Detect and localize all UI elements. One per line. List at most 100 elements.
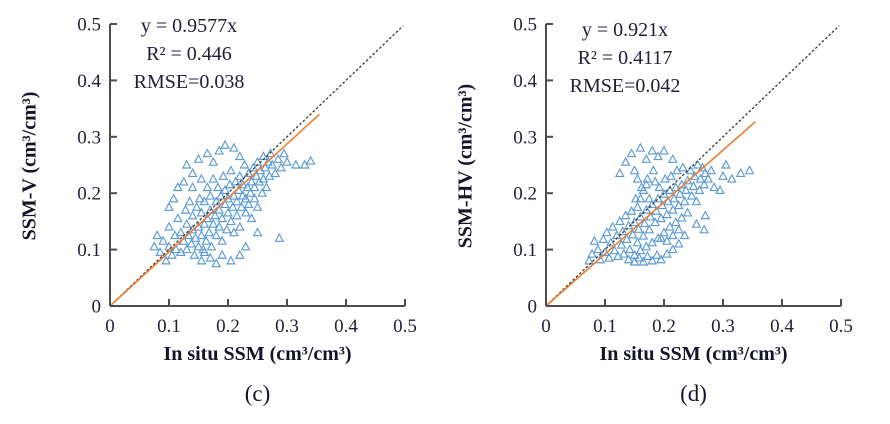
scatter-point [210,210,220,220]
scatter-point [211,258,222,268]
x-tick-label: 0.4 [334,316,358,337]
x-tick-label: 0.5 [829,316,853,337]
scatter-point [240,193,251,203]
y-tick-label: 0.5 [513,15,537,36]
scatter-point [692,159,703,169]
scatter-point [199,218,210,228]
scatter-point [218,170,229,180]
y-tick-label: 0.4 [77,71,101,92]
scatter-point [270,168,281,178]
scatter-point [629,217,640,227]
scatter-point [644,193,655,203]
scatter-point [644,224,655,234]
fit-rmse: RMSE=0.038 [133,71,245,93]
scatter-point [234,170,245,180]
scatter-point [217,249,227,259]
scatter-point [172,182,183,192]
scatter-point [642,173,653,183]
scatter-point [614,168,625,178]
scatter-point [199,247,210,256]
scatter-point [679,196,690,206]
scatter-point [265,148,276,158]
scatter-point [667,230,678,240]
scatter-point [234,249,245,259]
scatter-point [180,204,191,214]
scatter-point [186,238,197,248]
scatter-point [273,153,284,163]
scatter-point [609,245,620,255]
x-tick-label: 0 [105,316,115,337]
scatter-point [171,244,181,254]
scatter-point [226,215,236,225]
scatter-point [635,193,646,203]
scatter-point [634,252,645,262]
scatter-point [208,173,219,183]
scatter-point [220,139,230,149]
x-tick-label: 0.2 [652,316,676,337]
scatter-point [168,193,179,203]
scatter-point [217,235,227,245]
scatter-point [282,156,292,166]
scatter-point [614,215,625,225]
scatter-point [613,250,623,260]
scatter-point [206,241,217,251]
fit-rmse: RMSE=0.042 [569,75,681,97]
scatter-point [211,230,222,240]
scatter-point [181,244,192,254]
scatter-point [662,248,672,258]
scatter-point [240,207,251,217]
scatter-point [260,162,271,172]
x-axis-title-c: In situ SSM (cm³/cm³) [163,343,352,365]
scatter-point [205,252,216,262]
scatter-point [629,165,640,175]
scatter-point [236,201,247,211]
x-tick-label: 0.2 [216,316,240,337]
scatter-point [686,190,697,200]
scatter-point [202,182,213,192]
scatter-point [252,201,263,211]
scatter-point [164,241,174,251]
scatter-point [666,170,676,180]
scatter-point [688,181,699,191]
scatter-point [632,173,643,183]
scatter-point [248,162,259,172]
scatter-point [178,176,189,186]
scatter-point [251,170,262,180]
scatter-point [699,224,709,234]
scatter-point [229,142,239,152]
scatter-point [735,168,746,178]
scatter-point [703,173,714,183]
scatter-point [249,193,260,203]
scatter-point [196,230,207,240]
scatter-point [226,255,236,265]
scatter-point [227,201,238,211]
scatter-point [184,196,195,206]
identity-line [545,25,840,307]
scatter-point [587,248,597,258]
scatter-point [656,254,666,264]
scatter-point [208,156,219,166]
scatter-point [164,201,174,211]
scatter-point [709,182,720,192]
scatter-point [635,211,646,221]
scatter-point [172,213,183,223]
scatter-point [194,193,205,203]
y-tick-label: 0.2 [77,184,101,205]
scatter-point [191,201,202,211]
scatter-point [691,196,702,206]
scatter-point [700,210,711,220]
scatter-point [189,249,200,259]
scatter-point [632,201,643,211]
scatter-point [211,196,222,206]
scatter-point [187,182,198,192]
scatter-point [220,199,230,209]
scatter-point [679,230,690,240]
scatter-point [699,179,709,189]
scatter-point [201,235,212,245]
scatter-point [627,229,638,239]
scatter-point [290,159,301,169]
scatter-point [202,148,213,158]
scatter-point [624,244,635,254]
scatter-point [221,224,232,234]
